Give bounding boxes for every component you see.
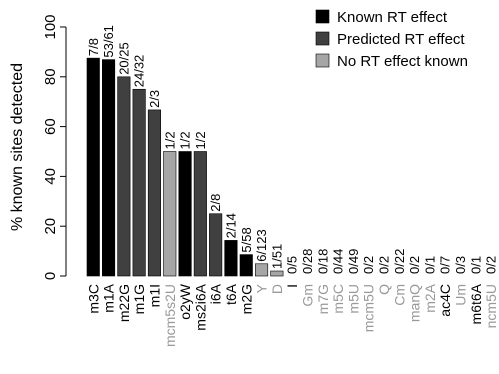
bar-value-label: 0/44 (331, 249, 346, 274)
bar-m22G (117, 76, 131, 277)
x-tick-label-i6A: i6A (208, 283, 224, 304)
bar-value-label: 0/2 (361, 256, 376, 274)
bar-value-label: 24/32 (132, 55, 147, 88)
x-tick-label-manQ: manQ (407, 284, 423, 322)
bar-value-label: 0/18 (315, 249, 330, 274)
legend: Known RT effect Predicted RT effect No RT … (315, 9, 468, 70)
bar-value-label: 0/1 (468, 256, 483, 274)
legend-swatch-predicted (315, 31, 330, 46)
bar-m1A (102, 59, 116, 277)
bar-value-label: 2/3 (147, 90, 162, 108)
x-tick-label-ms2i6A: ms2i6A (192, 283, 208, 330)
legend-label-known: Known RT effect (337, 9, 448, 26)
bar-i6A (209, 213, 223, 277)
bar-value-label: 7/8 (86, 38, 101, 56)
x-tick-label-m2G: m2G (238, 284, 254, 314)
bar-value-label: 1/2 (178, 131, 193, 149)
x-tick-label-m5C: m5C (330, 284, 346, 314)
legend-swatch-none (315, 53, 330, 68)
x-tick-label-m6t6A: m6t6A (468, 283, 484, 324)
x-tick-label-Q: Q (376, 284, 392, 295)
bar-value-label: 0/7 (438, 256, 453, 274)
bar-D (270, 270, 284, 277)
legend-label-none: No RT effect known (337, 53, 468, 70)
bar-ms2i6A (193, 151, 207, 277)
x-tick-label-o2yW: o2yW (177, 283, 193, 320)
x-tick-label-D: D (269, 284, 285, 294)
x-tick-label-m1G: m1G (131, 284, 147, 314)
bars (86, 57, 284, 277)
bar-value-label: 20/25 (116, 42, 131, 75)
bar-value-label: 1/51 (269, 244, 284, 269)
x-tick-label-ac4C: ac4C (437, 284, 453, 317)
bar-m3C (86, 57, 100, 277)
x-tick-label-t6A: t6A (223, 283, 239, 305)
bar-value-label: 0/2 (484, 256, 499, 274)
x-tick-label-m7G: m7G (315, 284, 331, 314)
y-tick-label: 0 (42, 272, 59, 280)
x-tick-label-m2A: m2A (422, 283, 438, 312)
x-tick-labels: m3C m1A m22G m1G m1I mcm5s2U o2yW ms2i6A i6A t6A m… (85, 283, 499, 347)
x-tick-label-Gm: Gm (299, 284, 315, 307)
legend-swatch-known (315, 9, 330, 24)
bar-value-label: 0/1 (422, 256, 437, 274)
x-tick-label-m3C: m3C (85, 284, 101, 314)
bar-value-label: 0/2 (407, 256, 422, 274)
y-axis-title: % known sites detected (9, 63, 26, 231)
x-tick-label-mcm5U: mcm5U (361, 284, 377, 332)
x-tick-label-Y: Y (254, 283, 270, 293)
y-tick-label: 40 (42, 168, 59, 185)
bar-Y (255, 263, 269, 277)
bar-value-label: 6/123 (254, 229, 269, 262)
bar-m2G (239, 254, 253, 277)
x-tick-label-m1I: m1I (146, 284, 162, 307)
y-axis: 0 20 40 60 80 100 (42, 14, 67, 280)
bar-m1I (147, 109, 161, 277)
x-tick-label-ncm5U: ncm5U (483, 284, 499, 328)
bar-value-label: 0/22 (392, 249, 407, 274)
x-tick-label-Cm: Cm (391, 284, 407, 306)
bar-value-label: 1/2 (162, 131, 177, 149)
legend-label-predicted: Predicted RT effect (337, 31, 465, 48)
bar-o2yW (178, 151, 192, 277)
x-tick-label-m1A: m1A (101, 283, 117, 312)
bar-value-label: 2/8 (208, 194, 223, 212)
bar-value-label: 0/3 (453, 256, 468, 274)
bar-value-label: 0/2 (376, 256, 391, 274)
x-tick-label-Um: Um (452, 284, 468, 306)
bar-value-label: 0/49 (346, 249, 361, 274)
y-tick-label: 100 (42, 14, 59, 39)
bar-value-label: 0/28 (300, 249, 315, 274)
bar-value-label: 5/58 (239, 227, 254, 252)
bar-m1G (132, 88, 146, 277)
bar-value-label: 2/14 (223, 213, 238, 238)
y-tick-label: 20 (42, 218, 59, 235)
bar-value-label: 53/61 (101, 25, 116, 58)
x-tick-label-m5U: m5U (345, 284, 361, 314)
x-tick-label-I: I (284, 284, 300, 288)
y-tick-label: 80 (42, 68, 59, 85)
x-tick-label-mcm5s2U: mcm5s2U (162, 284, 178, 347)
bar-value-label: 1/2 (193, 131, 208, 149)
y-tick-label: 60 (42, 118, 59, 135)
x-tick-label-m22G: m22G (116, 284, 132, 322)
bar-t6A (224, 240, 238, 277)
bar-mcm5s2U (163, 151, 177, 277)
bar-value-label: 0/5 (285, 256, 300, 274)
